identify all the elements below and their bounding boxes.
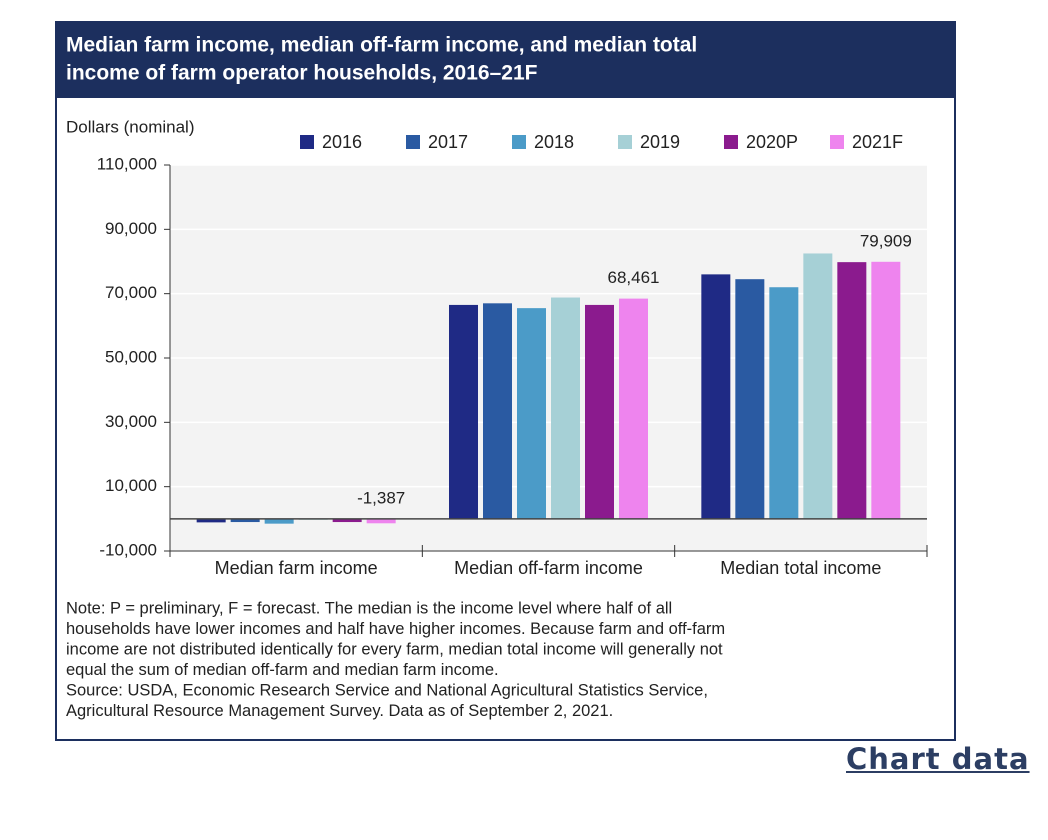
y-axis-label: Dollars (nominal) <box>66 117 194 136</box>
data-label: 68,461 <box>608 268 660 287</box>
chart-title: Median farm income, median off-farm inco… <box>66 34 697 57</box>
note: Source: USDA, Economic Research Service … <box>66 681 708 699</box>
note: households have lower incomes and half h… <box>66 620 725 638</box>
legend-swatch <box>830 135 844 149</box>
data-label: -1,387 <box>357 488 405 507</box>
legend-swatch <box>406 135 420 149</box>
bar <box>769 287 799 519</box>
legend-swatch <box>618 135 632 149</box>
legend-label: 2019 <box>640 132 680 152</box>
legend-label: 2021F <box>852 132 903 152</box>
note: income are not distributed identically f… <box>66 640 723 658</box>
bar <box>585 304 614 519</box>
legend-swatch <box>512 135 526 149</box>
y-tick-label: 50,000 <box>105 347 157 366</box>
note: Note: P = preliminary, F = forecast. The… <box>66 599 672 617</box>
bar <box>701 274 731 519</box>
chart-title: income of farm operator households, 2016… <box>66 62 538 85</box>
bar <box>735 279 765 519</box>
legend-label: 2016 <box>322 132 362 152</box>
data-label: 79,909 <box>860 231 912 250</box>
y-tick-label: 90,000 <box>105 219 157 238</box>
bar <box>517 308 546 519</box>
x-tick-label: Median off-farm income <box>454 558 643 578</box>
y-tick-label: 70,000 <box>105 283 157 302</box>
bar <box>619 298 648 519</box>
bar <box>449 304 478 519</box>
note: Agricultural Resource Management Survey.… <box>66 702 613 720</box>
y-tick-label: 30,000 <box>105 412 157 431</box>
x-tick-label: Median farm income <box>215 558 378 578</box>
bar <box>837 262 867 519</box>
bar <box>551 297 580 519</box>
bar <box>332 518 362 523</box>
x-tick-label: Median total income <box>720 558 881 578</box>
title-bar <box>56 22 955 98</box>
chart-data-link[interactable]: Chart data <box>846 742 1030 776</box>
y-tick-label: 10,000 <box>105 476 157 495</box>
bar <box>366 518 396 524</box>
bar <box>196 518 226 523</box>
bar <box>803 253 833 519</box>
legend-label: 2018 <box>534 132 574 152</box>
bar <box>483 303 512 519</box>
legend-label: 2017 <box>428 132 468 152</box>
legend-swatch <box>300 135 314 149</box>
bar <box>230 518 260 523</box>
bar <box>264 518 294 524</box>
y-tick-label: 110,000 <box>97 154 157 173</box>
legend-swatch <box>724 135 738 149</box>
legend-label: 2020P <box>746 132 798 152</box>
bar <box>871 261 901 519</box>
y-tick-label: -10,000 <box>99 540 157 559</box>
note: equal the sum of median off-farm and med… <box>66 661 499 679</box>
